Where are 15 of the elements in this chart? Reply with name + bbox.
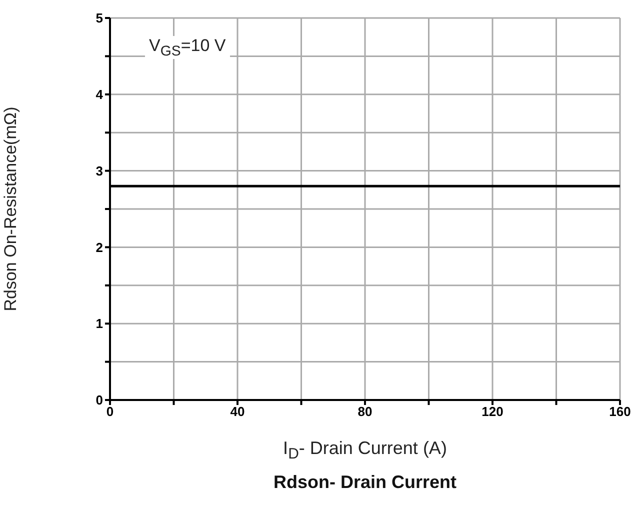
x-tick-label: 80 — [358, 404, 372, 420]
text: Rdson- Drain Current — [272, 472, 458, 493]
y-tick-label: 2 — [96, 240, 103, 255]
y-tick-label: 3 — [96, 163, 103, 178]
y-axis-title: Rdson On-Resistance(mΩ) — [1, 106, 20, 312]
x-tick-label: 40 — [230, 404, 245, 420]
x-axis-title: I$_{D}$- Drain Current (A) — [282, 438, 448, 463]
annotation: V$_{GS}$=10 V — [145, 36, 230, 60]
x-tick-label: 120 — [482, 404, 504, 420]
x-tick-label: 0 — [106, 404, 114, 420]
x-tick-label: 160 — [609, 404, 631, 420]
y-tick-label: 1 — [96, 316, 103, 332]
y-tick-label: 0 — [96, 392, 103, 408]
y-tick-label: 5 — [96, 10, 103, 26]
y-tick-label: 4 — [96, 87, 104, 102]
